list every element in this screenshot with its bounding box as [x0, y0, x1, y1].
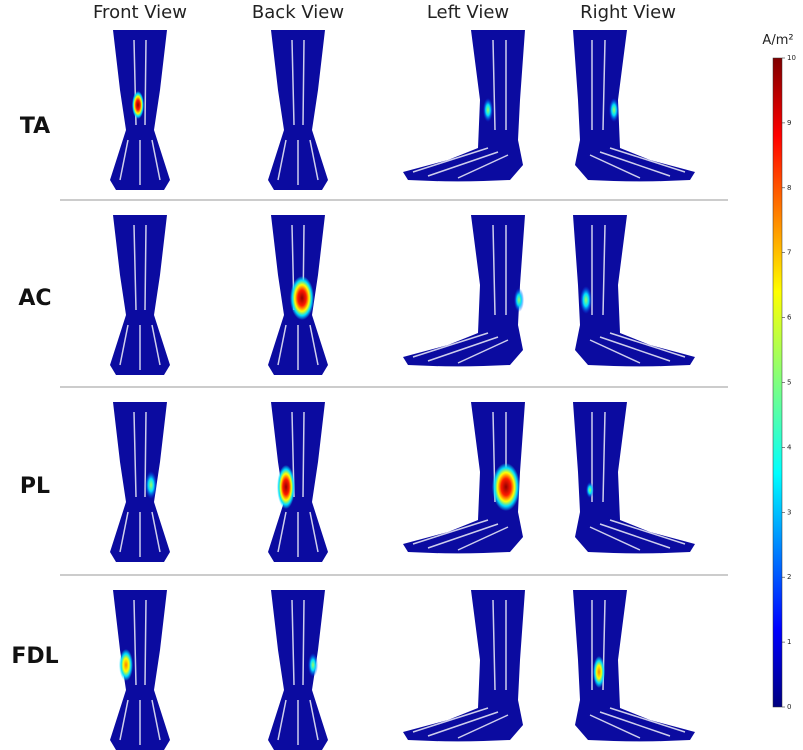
- hotspot: [609, 98, 619, 122]
- hotspot: [132, 91, 144, 119]
- leg-model: [109, 401, 171, 563]
- leg-model: [572, 589, 696, 743]
- column-header: Back View: [252, 2, 344, 23]
- colorbar-tick-label: 7: [787, 249, 791, 257]
- colorbar-tick-label: 0: [787, 703, 791, 711]
- colorbar-tick-label: 1: [787, 638, 791, 646]
- column-header: Right View: [580, 2, 676, 23]
- colorbar: [772, 57, 783, 708]
- leg-model: [572, 214, 696, 368]
- row-label: PL: [20, 474, 50, 499]
- leg-model: [109, 589, 171, 750]
- hotspot: [119, 649, 133, 681]
- hotspot: [277, 465, 295, 509]
- row-label: TA: [20, 114, 50, 139]
- colorbar-tick-label: 9: [787, 119, 791, 127]
- colorbar-tick-label: 4: [787, 443, 792, 451]
- leg-model: [572, 29, 696, 183]
- hotspot: [483, 98, 493, 122]
- hotspot: [514, 288, 524, 312]
- result-images: [109, 29, 696, 750]
- hotspot: [492, 463, 520, 511]
- hotspot: [290, 276, 314, 320]
- hotspot: [593, 656, 605, 688]
- leg-model: [267, 29, 329, 191]
- leg-model: [267, 589, 329, 750]
- colorbar-tick-label: 6: [787, 314, 792, 322]
- hotspot: [145, 471, 157, 499]
- leg-model: [402, 29, 526, 183]
- leg-model: [402, 589, 526, 743]
- colorbar-tick-label: 5: [787, 379, 791, 387]
- colorbar-tick-label: 2: [787, 573, 791, 581]
- colorbar-tick-label: 8: [787, 184, 791, 192]
- column-header: Front View: [93, 2, 187, 23]
- hotspot: [308, 653, 318, 677]
- leg-model: [572, 401, 696, 555]
- hotspot: [580, 286, 592, 314]
- hotspot: [586, 482, 594, 498]
- colorbar-tick-label: 3: [787, 508, 791, 516]
- row-label: AC: [18, 286, 51, 311]
- leg-model: [109, 214, 171, 376]
- column-header: Left View: [427, 2, 509, 23]
- leg-model: [267, 401, 329, 563]
- colorbar-tick-label: 10: [787, 54, 796, 62]
- colorbar-unit: A/m²: [762, 33, 793, 48]
- leg-model: [402, 214, 526, 368]
- row-label: FDL: [11, 644, 58, 669]
